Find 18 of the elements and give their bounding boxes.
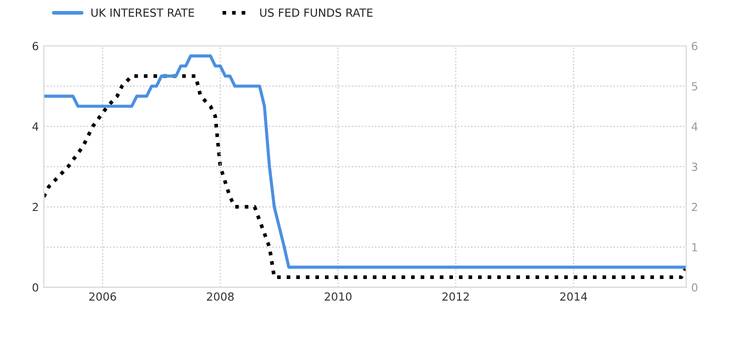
x-tick-label: 2010 [324, 292, 352, 301]
y2-tick-label: 4 [692, 122, 698, 131]
x-tick-label: 2012 [442, 292, 469, 301]
y2-tick-label: 3 [692, 162, 698, 171]
legend-label: US FED FUNDS RATE [260, 8, 372, 17]
y2-tick-label: 5 [692, 82, 698, 91]
y2-tick-label: 1 [692, 243, 698, 252]
legend-label: UK INTEREST RATE [91, 8, 194, 17]
y-tick-label: 4 [32, 122, 38, 131]
y2-tick-label: 2 [692, 202, 698, 212]
x-tick-label: 2006 [89, 292, 116, 301]
x-tick-label: 2014 [560, 292, 588, 301]
y-tick-label: 2 [32, 202, 38, 212]
y-tick-label: 0 [32, 283, 38, 292]
y2-tick-label: 0 [692, 283, 698, 292]
x-tick-label: 2008 [206, 292, 234, 301]
y2-tick-label: 6 [692, 42, 698, 50]
y-tick-label: 6 [32, 42, 38, 50]
